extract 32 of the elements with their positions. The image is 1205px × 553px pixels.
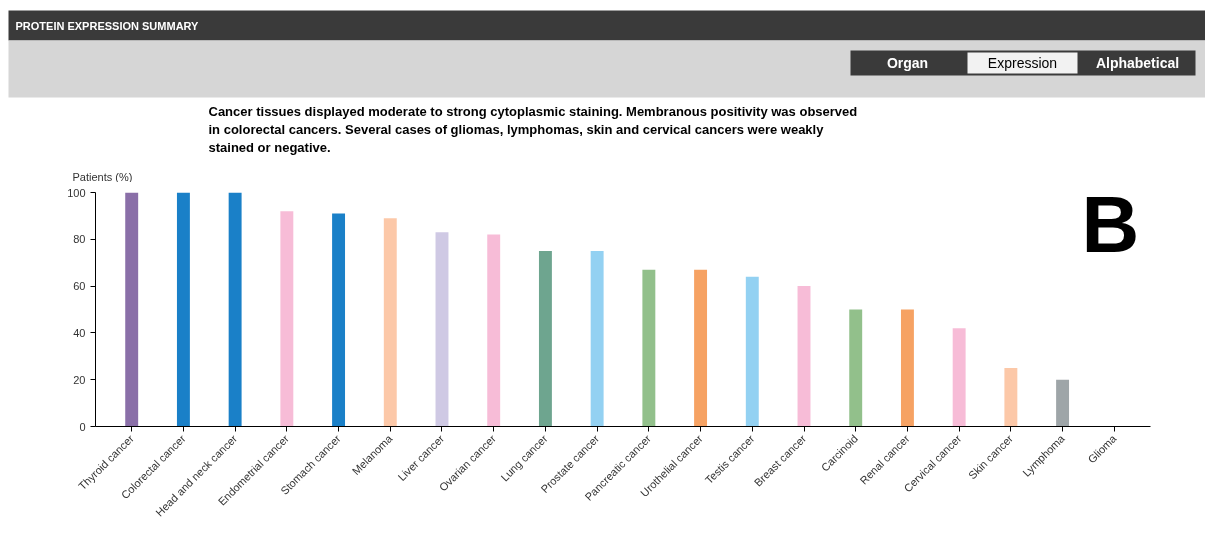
y-tick-label: 80 <box>73 233 86 246</box>
chart-subtitle: Cancer tissues displayed moderate to strong cytoplasmic staining. Membranous positivity was observed in colorectal cancers. Several cases of gliomas, lymphomas, skin and cervical cancers were weakly stained or negative. <box>208 103 858 155</box>
y-axis-title: Patients (%) <box>72 170 133 183</box>
bar <box>280 211 294 427</box>
bar <box>797 286 811 427</box>
y-tick-label: 100 <box>67 186 86 199</box>
bar <box>745 276 759 427</box>
annotation: B <box>1081 179 1140 269</box>
bar <box>1056 379 1070 427</box>
bar <box>176 192 190 427</box>
bar <box>952 328 966 427</box>
bar <box>125 192 139 427</box>
bar <box>1004 368 1018 427</box>
bar <box>849 309 863 427</box>
y-tick-label: 60 <box>73 280 86 293</box>
bar <box>694 269 708 427</box>
bar <box>642 269 656 427</box>
bar <box>900 309 914 427</box>
chart-title: PROTEIN EXPRESSION SUMMARY <box>15 19 200 32</box>
bar <box>538 251 552 427</box>
bar <box>332 213 346 427</box>
text: Alphabetical <box>1095 54 1180 71</box>
bar <box>487 234 501 427</box>
text: Expression <box>987 54 1058 71</box>
bar <box>383 218 397 427</box>
y-tick-label: 20 <box>73 373 86 386</box>
bar <box>228 192 242 427</box>
bar <box>435 232 449 427</box>
y-tick-label: 40 <box>73 326 86 339</box>
bar <box>590 251 604 427</box>
y-tick-label: 0 <box>79 420 86 433</box>
text: Organ <box>886 54 929 71</box>
